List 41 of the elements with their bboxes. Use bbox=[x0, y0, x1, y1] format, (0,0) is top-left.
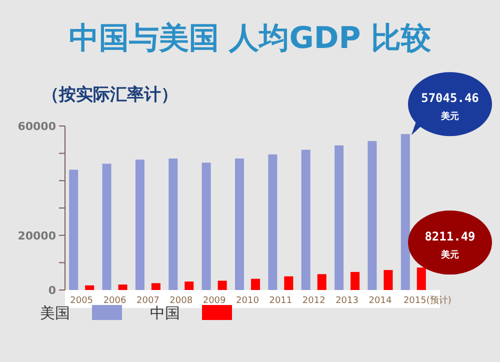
bar bbox=[251, 278, 260, 290]
x-tick-label: 2014 bbox=[368, 296, 392, 306]
bar bbox=[218, 280, 227, 290]
bar bbox=[118, 284, 128, 290]
bar bbox=[368, 141, 377, 290]
x-tick-label: 2010 bbox=[236, 296, 260, 306]
bar bbox=[184, 282, 194, 290]
x-tick-label: 2008 bbox=[170, 296, 193, 306]
bar bbox=[268, 154, 278, 290]
bar bbox=[284, 276, 294, 290]
x-tick-label: 2007 bbox=[136, 296, 160, 306]
bar bbox=[202, 162, 211, 290]
bar bbox=[85, 285, 94, 290]
bar bbox=[301, 150, 310, 290]
x-tick-label: 2013 bbox=[336, 296, 358, 306]
chart-subtitle: （按实际汇率计） bbox=[42, 85, 178, 105]
bar bbox=[400, 134, 410, 290]
bar bbox=[69, 170, 78, 290]
bar bbox=[102, 164, 112, 290]
x-tick-label: 2005 bbox=[70, 296, 94, 306]
legend-label: 中国 bbox=[150, 304, 180, 322]
bar bbox=[384, 270, 393, 290]
bar bbox=[350, 272, 360, 290]
bar bbox=[135, 160, 144, 290]
annotation: 8211.49 美元 bbox=[424, 230, 476, 261]
y-tick-label: 20000 bbox=[18, 229, 56, 242]
bar bbox=[317, 274, 326, 290]
x-tick-label: 2015(预计) bbox=[403, 295, 452, 306]
bar bbox=[151, 283, 160, 290]
bar bbox=[235, 158, 244, 290]
x-tick-label: 2009 bbox=[202, 296, 226, 306]
x-tick-label: 2011 bbox=[269, 296, 292, 306]
chart-title: 中国与美国 人均GDP 比较 bbox=[68, 21, 432, 56]
y-tick-label: 60000 bbox=[18, 120, 56, 133]
y-tick-label: 0 bbox=[48, 284, 56, 297]
bar bbox=[168, 158, 178, 290]
bar bbox=[416, 268, 426, 290]
legend-label: 美国 bbox=[40, 304, 70, 322]
x-tick-label: 2012 bbox=[302, 296, 326, 306]
x-tick-label: 2006 bbox=[103, 296, 126, 306]
bar bbox=[334, 145, 344, 290]
